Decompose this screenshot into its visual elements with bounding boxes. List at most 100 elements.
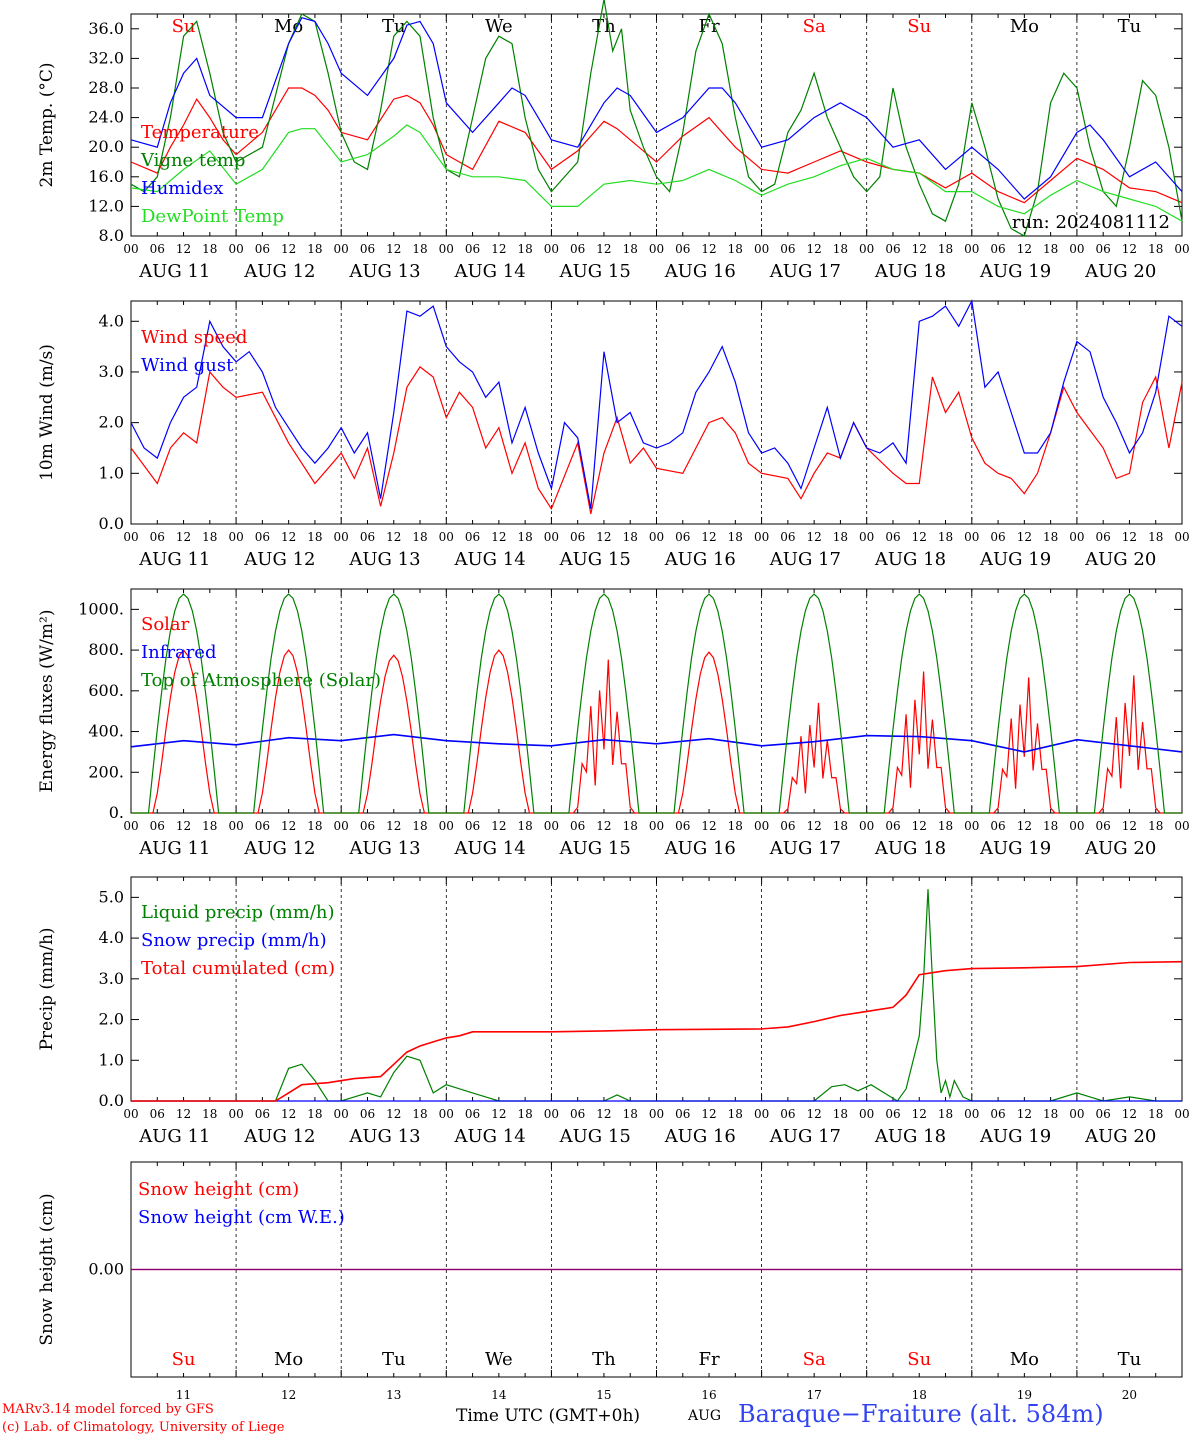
y-tick-label: 2.0	[99, 413, 124, 432]
hour-tick-label: 06	[255, 1107, 270, 1121]
date-label: AUG 15	[559, 1126, 631, 1147]
hour-tick-label: 12	[176, 530, 191, 544]
legend-entry: DewPoint Temp	[141, 206, 284, 227]
hour-tick-label: 00	[123, 819, 138, 833]
y-axis-label: 2m Temp. (°C)	[37, 62, 57, 187]
date-label: AUG 20	[1084, 1126, 1156, 1147]
hour-tick-label: 12	[386, 1107, 401, 1121]
hour-tick-label: 06	[150, 530, 165, 544]
hour-tick-label: 06	[1096, 1107, 1111, 1121]
hour-tick-label: 06	[675, 819, 690, 833]
hour-tick-label: 00	[754, 530, 769, 544]
date-label: AUG 18	[874, 838, 946, 859]
date-label: AUG 15	[559, 261, 631, 282]
hour-tick-label: 06	[360, 819, 375, 833]
date-label: AUG 20	[1084, 838, 1156, 859]
y-tick-label: 800.	[88, 640, 124, 659]
legend-entry: Snow height (cm W.E.)	[138, 1207, 345, 1228]
day-number-label: 20	[1122, 1388, 1137, 1402]
day-number-label: 11	[176, 1388, 191, 1402]
y-axis-label: Snow height (cm)	[37, 1193, 57, 1345]
date-label: AUG 17	[769, 1126, 841, 1147]
y-tick-label: 8.0	[99, 226, 124, 245]
series-infrared	[130, 733, 1183, 753]
hour-tick-label: 12	[912, 530, 927, 544]
date-label: AUG 12	[243, 261, 315, 282]
day-number-label: 18	[912, 1388, 927, 1402]
hour-tick-label: 12	[1017, 1107, 1032, 1121]
hour-tick-label: 18	[1148, 530, 1163, 544]
day-number-label: 14	[491, 1388, 507, 1402]
hour-tick-label: 18	[1043, 1107, 1058, 1121]
legend-entry: Wind speed	[141, 327, 247, 348]
hour-tick-label: 18	[623, 242, 638, 256]
date-label: AUG 12	[243, 549, 315, 570]
hour-tick-label: 12	[386, 530, 401, 544]
hour-tick-label: 00	[123, 530, 138, 544]
hour-tick-label: 00	[334, 819, 349, 833]
hour-tick-label: 12	[176, 242, 191, 256]
hour-tick-label: 00	[964, 530, 979, 544]
hour-tick-label: 00	[544, 819, 559, 833]
hour-tick-label: 06	[360, 1107, 375, 1121]
y-tick-label: 3.0	[99, 362, 124, 381]
weekday-label: We	[485, 1349, 513, 1370]
series-humidex	[130, 16, 1183, 200]
hour-tick-label: 06	[255, 242, 270, 256]
series-group	[130, 0, 1183, 237]
hour-tick-label: 18	[728, 242, 743, 256]
date-label: AUG 11	[138, 838, 210, 859]
credit-lab: (c) Lab. of Climatology, University of L…	[2, 1420, 285, 1435]
hour-tick-label: 06	[675, 242, 690, 256]
series-vigne-temp	[130, 0, 1183, 237]
hour-tick-label: 00	[859, 242, 874, 256]
date-label: AUG 16	[664, 838, 736, 859]
hour-tick-label: 12	[912, 1107, 927, 1121]
weekday-label: Mo	[274, 1349, 303, 1370]
weekday-label: Tu	[1118, 16, 1142, 37]
date-label: AUG 19	[979, 549, 1051, 570]
hour-tick-label: 18	[938, 530, 953, 544]
y-tick-label: 1000.	[78, 599, 124, 618]
hour-tick-label: 18	[202, 242, 217, 256]
hour-tick-label: 18	[833, 530, 848, 544]
y-tick-label: 24.0	[88, 108, 124, 127]
y-tick-label: 5.0	[99, 887, 124, 906]
hour-tick-label: 18	[307, 819, 322, 833]
hour-tick-label: 18	[517, 819, 532, 833]
weekday-label: Su	[172, 1349, 196, 1370]
y-axis-label: Precip (mm/h)	[37, 927, 57, 1050]
run-label: run: 2024081112	[1012, 212, 1170, 233]
hour-tick-label: 12	[491, 819, 506, 833]
hour-tick-label: 12	[912, 819, 927, 833]
hour-tick-label: 06	[360, 530, 375, 544]
weekday-label: Fr	[699, 1349, 720, 1370]
hour-tick-label: 12	[596, 1107, 611, 1121]
weekday-label: Su	[907, 16, 931, 37]
hour-tick-label: 00	[544, 530, 559, 544]
hour-tick-label: 00	[228, 242, 243, 256]
hour-tick-label: 12	[912, 242, 927, 256]
series-group	[131, 889, 1183, 1102]
hour-tick-label: 06	[150, 242, 165, 256]
date-label: AUG 20	[1084, 261, 1156, 282]
hour-tick-label: 12	[1122, 242, 1137, 256]
hour-tick-label: 06	[780, 242, 795, 256]
hour-tick-label: 12	[807, 1107, 822, 1121]
hour-tick-label: 06	[885, 1107, 900, 1121]
weekday-label: Mo	[1010, 1349, 1039, 1370]
credit-model: MARv3.14 model forced by GFS	[2, 1402, 214, 1417]
y-axis-label: 10m Wind (m/s)	[37, 344, 57, 481]
weekday-label: Sa	[803, 16, 826, 37]
plot-frame	[130, 300, 1183, 525]
y-tick-label: 32.0	[88, 48, 124, 67]
hour-tick-label: 18	[1148, 1107, 1163, 1121]
hour-tick-label: 12	[1017, 530, 1032, 544]
hour-tick-label: 18	[1043, 530, 1058, 544]
series-total-cumulated-cm	[131, 960, 1183, 1102]
hour-tick-label: 12	[807, 242, 822, 256]
hour-tick-label: 00	[334, 530, 349, 544]
hour-tick-label: 00	[544, 1107, 559, 1121]
hour-tick-label: 06	[465, 1107, 480, 1121]
